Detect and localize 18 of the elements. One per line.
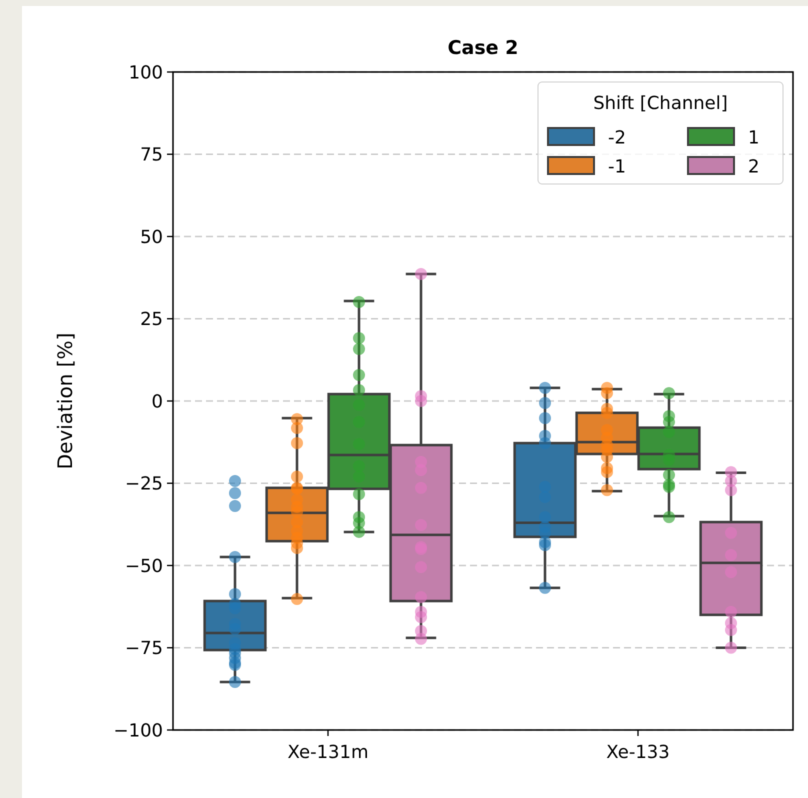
y-axis-title: Deviation [%] <box>53 332 77 470</box>
y-tick-label: 25 <box>140 309 163 330</box>
y-tick-label: 0 <box>152 391 163 412</box>
x-tick-label: Xe-133 <box>606 742 670 763</box>
legend-title: Shift [Channel] <box>593 93 728 114</box>
y-tick-label: 100 <box>128 62 163 84</box>
y-tick-label: −25 <box>125 474 163 495</box>
y-tick-label: −100 <box>114 720 163 742</box>
y-tick-label: 75 <box>140 144 163 166</box>
y-tick-label: −50 <box>125 556 163 577</box>
legend-label: 2 <box>748 156 760 178</box>
y-tick-label: 50 <box>140 226 163 248</box>
legend-label: -2 <box>608 127 626 148</box>
legend-label: 1 <box>748 127 760 148</box>
chart-title: Case 2 <box>448 37 518 59</box>
x-tick-label: Xe-131m <box>288 742 368 763</box>
y-tick-label: −75 <box>125 638 163 660</box>
legend-label: -1 <box>608 156 626 178</box>
